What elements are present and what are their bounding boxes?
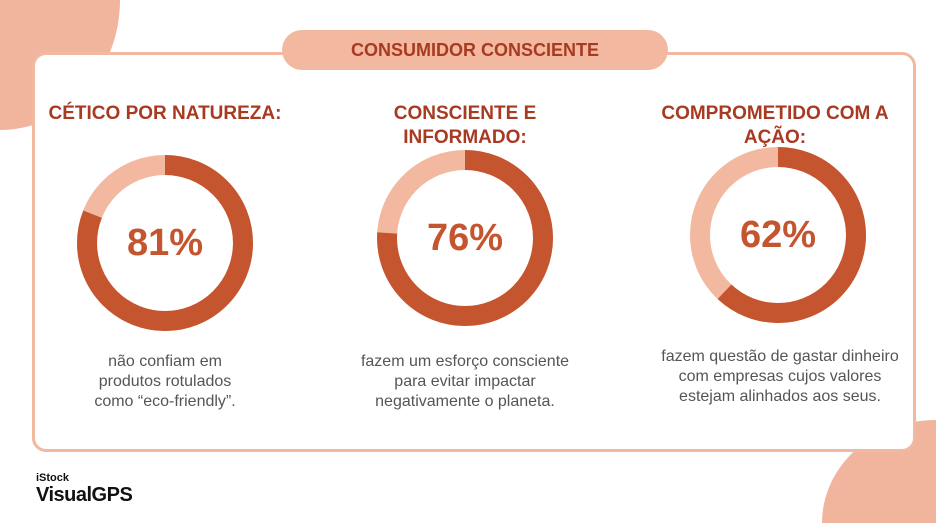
page-title: CONSUMIDOR CONSCIENTE [282, 30, 668, 70]
stat-heading: COMPROMETIDO COM A AÇÃO: [661, 103, 889, 148]
stat-description: não confiam em produtos rotulados como “… [94, 353, 236, 410]
donut-chart: 76% [377, 150, 553, 326]
donut-chart: 62% [690, 147, 866, 323]
donut-value-arc [377, 150, 553, 326]
donut-value-arc [77, 155, 253, 331]
donut-value-arc [690, 147, 866, 323]
content-card [32, 52, 916, 452]
logo-product: VisualGPS [36, 484, 133, 506]
stat-column: CONSCIENTE E INFORMADO: [340, 102, 590, 150]
stat-heading: CONSCIENTE E INFORMADO: [393, 103, 537, 148]
logo-brand: iStock [36, 472, 70, 484]
percent-value: 62% [739, 213, 817, 256]
istock-visualgps-logo: iStock VisualGPS [36, 472, 133, 507]
stat-heading: CÉTICO POR NATUREZA: [48, 103, 282, 124]
percent-value: 76% [426, 216, 504, 259]
stat-description: fazem questão de gastar dinheiro com emp… [661, 348, 899, 405]
donut-chart: 81% [77, 155, 253, 331]
stat-column: CÉTICO POR NATUREZA: [40, 102, 290, 126]
percent-value: 81% [126, 221, 204, 264]
stat-description: fazem um esforço consciente para evitar … [360, 353, 570, 410]
stat-column: COMPROMETIDO COM A AÇÃO: [650, 102, 900, 150]
